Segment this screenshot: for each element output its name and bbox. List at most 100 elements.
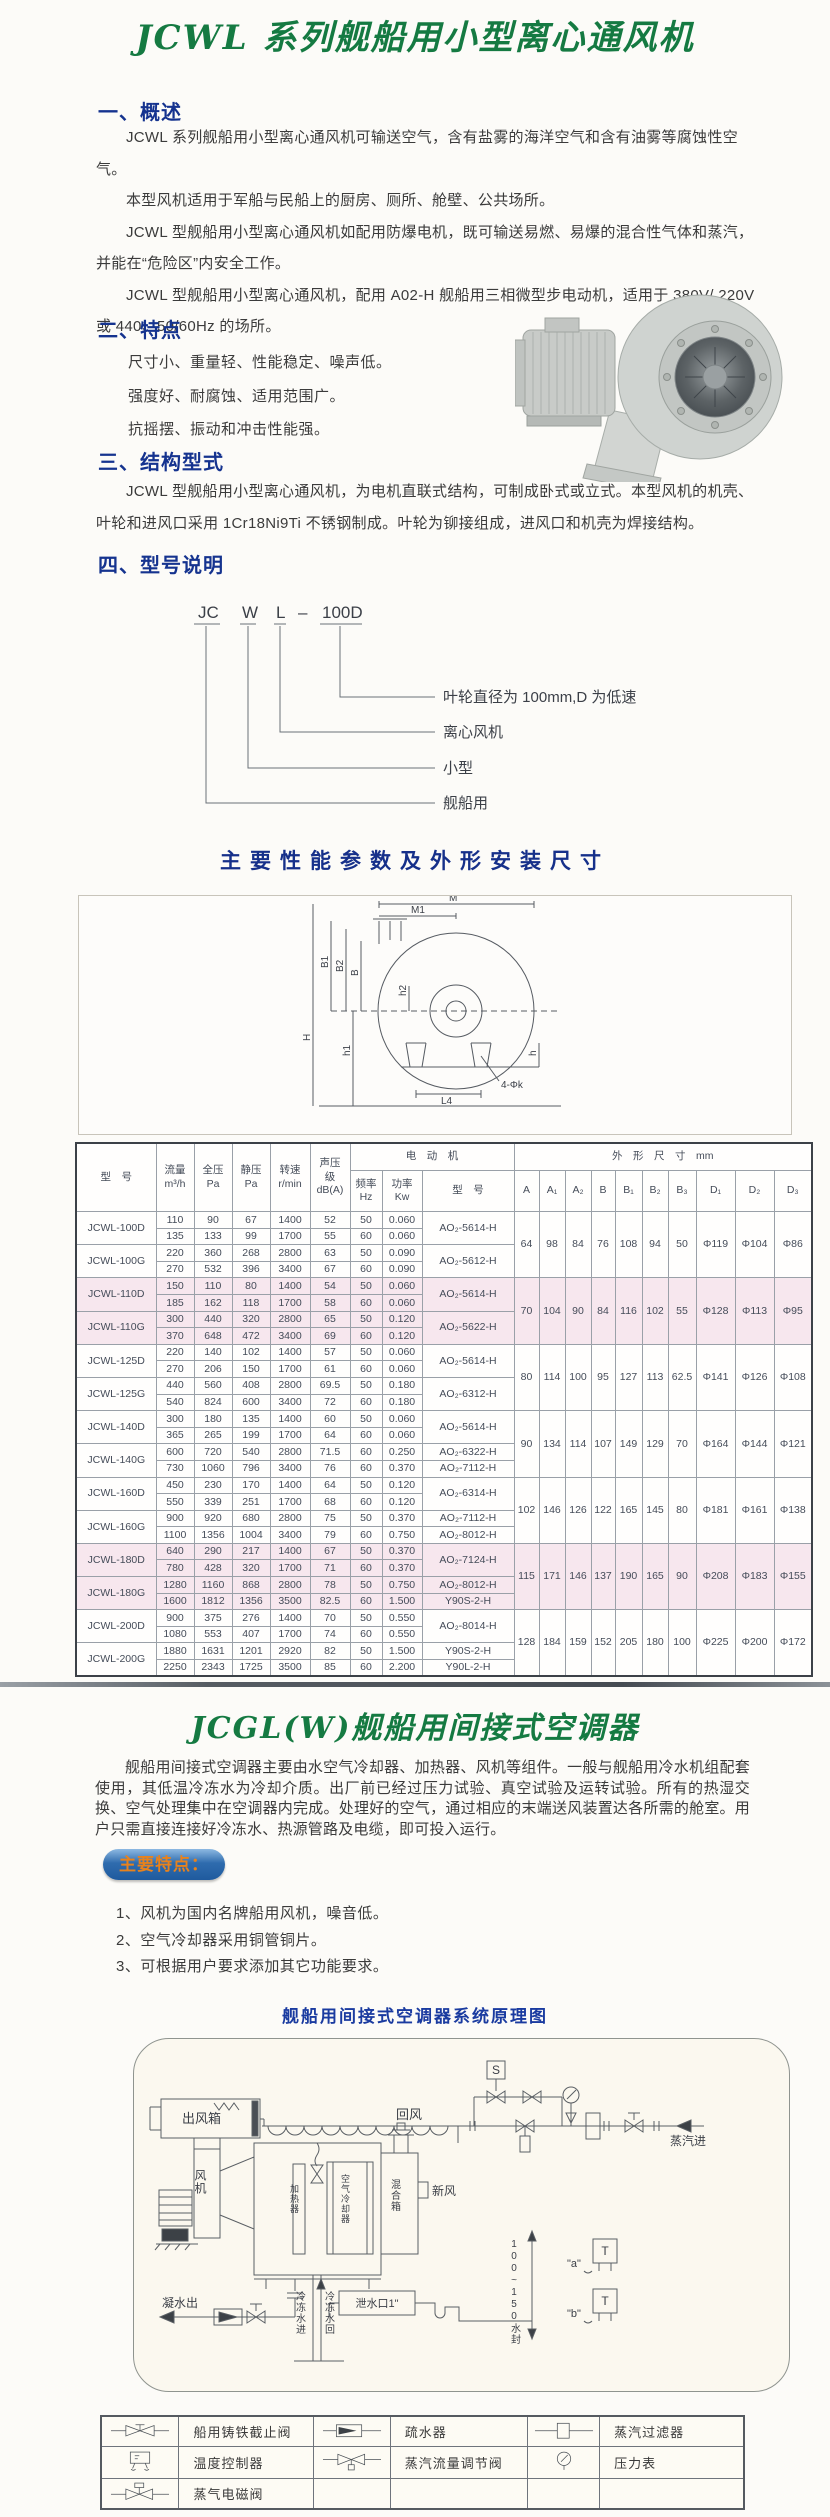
ac-description: 舰船用间接式空调器主要由水空气冷却器、加热器、风机等组件。一般与舰船用冷水机组配… [95, 1759, 750, 1838]
value-cell: 1600 [155, 1592, 195, 1611]
dimension-cell: Φ95 [773, 1277, 813, 1345]
value-cell: 1400 [269, 1542, 311, 1561]
value-cell: 2920 [269, 1642, 311, 1661]
pressure-gauge-icon [527, 2446, 601, 2479]
value-cell: 55 [309, 1227, 351, 1246]
dimension-cell: 108 [614, 1210, 643, 1279]
value-cell: 680 [231, 1509, 271, 1528]
dimension-cell: 107 [590, 1410, 616, 1478]
value-cell: 140 [193, 1343, 233, 1362]
dimension-cell: 80 [667, 1476, 697, 1544]
system-schematic: 出风箱 风机 加热器 空气冷却器 混合箱 新风 回风 蒸汽进 凝水出 泄水口1"… [133, 2038, 790, 2392]
stop-valve-icon [100, 2415, 180, 2447]
dim-label-holes: 4-Φk [501, 1080, 524, 1091]
dimension-cell: 64 [513, 1210, 540, 1279]
value-cell: 61 [309, 1360, 351, 1378]
value-cell: 780 [155, 1559, 195, 1578]
model-cell: JCWL-100D [75, 1210, 157, 1246]
value-cell: 54 [309, 1277, 351, 1295]
value-cell: 2800 [269, 1310, 311, 1329]
value-cell: 1.500 [381, 1592, 423, 1611]
value-cell: 1725 [231, 1659, 271, 1677]
value-cell: 3400 [269, 1327, 311, 1345]
motor-model-cell: AO₂-8014-H [421, 1609, 515, 1644]
value-cell: 2800 [269, 1576, 311, 1594]
dimension-cell: 98 [538, 1210, 566, 1279]
dim-label-B1: B1 [320, 955, 331, 968]
value-cell: 440 [155, 1376, 195, 1395]
value-cell: 50 [349, 1410, 383, 1428]
dimension-cell: Φ86 [773, 1210, 813, 1279]
value-cell: 428 [193, 1559, 233, 1578]
value-cell: 2800 [269, 1509, 311, 1528]
value-cell: 72 [309, 1393, 351, 1412]
code-jc: JC [198, 603, 219, 622]
dim-label-h1: h1 [342, 1044, 353, 1056]
value-cell: 65 [309, 1310, 351, 1329]
model-cell: JCWL-200D [75, 1609, 157, 1644]
col-header-dim-A: A [513, 1170, 540, 1212]
temperature-controller-icon [100, 2446, 180, 2479]
value-cell: 0.060 [381, 1360, 423, 1378]
col-header-dim-D3: D₃ [773, 1170, 813, 1212]
value-cell: 824 [193, 1393, 233, 1412]
value-cell: 220 [155, 1244, 195, 1262]
dimension-cell: Φ200 [734, 1609, 775, 1677]
dimension-cell: 165 [614, 1476, 643, 1544]
value-cell: 0.180 [381, 1393, 423, 1412]
label-sensor-a: "a" [567, 2258, 581, 2270]
value-cell: 320 [231, 1559, 271, 1578]
value-cell: 0.550 [381, 1609, 423, 1627]
value-cell: 0.180 [381, 1376, 423, 1395]
motor-model-cell: AO₂-6312-H [421, 1376, 515, 1412]
model-cell: JCWL-200G [75, 1642, 157, 1677]
code-w: W [242, 603, 258, 622]
label-solenoid-s: S [492, 2063, 500, 2077]
table-row: 370 648 472 3400 69 60 0.120 [76, 1327, 812, 1345]
performance-table-body: JCWL-100D 110 90 67 1400 52 50 0.060 AO₂-5614-H 6… [75, 1210, 813, 1677]
value-cell: 396 [231, 1260, 271, 1279]
value-cell: 99 [231, 1227, 271, 1246]
value-cell: 1400 [269, 1277, 311, 1295]
value-cell: 1700 [269, 1293, 311, 1312]
dimension-cell: Φ161 [734, 1476, 775, 1544]
table-row: 780 428 320 1700 71 60 0.370 [76, 1559, 812, 1578]
steam-filter-icon [527, 2415, 601, 2447]
value-cell: 199 [231, 1426, 271, 1445]
col-header-dim-B2: B₂ [641, 1170, 669, 1212]
legend-empty-cell [312, 2478, 391, 2510]
value-cell: 64 [309, 1426, 351, 1445]
value-cell: 150 [231, 1360, 271, 1378]
dimension-drawing-graphic: M M1 B1 B2 B H h1 h2 h L4 4-Φk [302, 893, 561, 1107]
value-cell: 217 [231, 1542, 271, 1561]
value-cell: 64 [309, 1476, 351, 1495]
dimension-cell: Φ113 [734, 1277, 775, 1345]
label-water-seal: 100~150水封 [509, 2239, 521, 2345]
dimension-cell: 70 [667, 1410, 697, 1478]
dimension-cell: 76 [590, 1210, 616, 1279]
performance-table: 型 号 流量 m³/h 全压 Pa 静压 Pa 转速 r/min 声压 级 dB… [75, 1142, 814, 1678]
table-row: JCWL-180G 1280 1160 868 2800 78 50 0.750 AO₂-801… [75, 1576, 812, 1611]
model-cell: JCWL-125D [75, 1343, 157, 1378]
table-row: JCWL-180D 640 290 217 1400 67 50 0.370 AO₂-7124-… [75, 1542, 813, 1611]
value-cell: 2343 [193, 1659, 233, 1677]
value-cell: 50 [349, 1310, 383, 1329]
value-cell: 3500 [269, 1659, 311, 1677]
value-cell: 50 [349, 1509, 383, 1528]
overview-paragraphs: JCWL 系列舰船用小型离心通风机可输送空气，含有盐雾的海洋空气和含有油雾等腐蚀… [96, 122, 756, 343]
col-header-kw: 功率 Kw [381, 1170, 423, 1212]
legend-label: 蒸气电磁阀 [178, 2478, 314, 2510]
legend-table: 船用铸铁截止阀 疏水器 蒸汽过滤器 温度控制器 蒸汽流量调节阀 压力表 [100, 2415, 745, 2510]
dimension-cell: 129 [641, 1410, 669, 1478]
code-dash: – [298, 603, 308, 622]
ac-section-title: JCGL(W)舰船用间接式空调器 [190, 1711, 640, 1746]
dimension-cell: 116 [614, 1277, 643, 1345]
schematic-graphic: 出风箱 风机 加热器 空气冷却器 混合箱 新风 回风 蒸汽进 凝水出 泄水口1"… [149, 2060, 706, 2362]
paragraph: JCWL 型舰船用小型离心通风机，配用 A02-H 舰船用三相微型步电动机，适用… [96, 286, 755, 336]
performance-section-title: 主要性能参数及外形安装尺寸 [220, 850, 610, 873]
value-cell: 920 [193, 1509, 233, 1528]
motor-model-cell: AO₂-5614-H [421, 1277, 515, 1312]
dimension-cell: 94 [641, 1210, 669, 1279]
solenoid-valve-icon [100, 2478, 180, 2510]
key-features-badge: 主要特点： [103, 1849, 225, 1880]
